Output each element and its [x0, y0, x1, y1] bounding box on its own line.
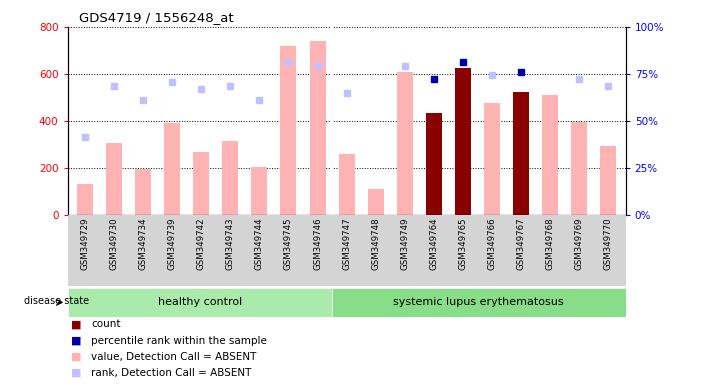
Text: GDS4719 / 1556248_at: GDS4719 / 1556248_at	[79, 12, 234, 25]
Bar	[309, 41, 326, 215]
Text: ■: ■	[71, 319, 82, 329]
Text: GSM349765: GSM349765	[459, 217, 467, 270]
Text: GSM349745: GSM349745	[284, 217, 293, 270]
Text: ■: ■	[71, 352, 82, 362]
Bar	[368, 189, 384, 215]
Text: GSM349767: GSM349767	[516, 217, 525, 270]
Bar	[280, 46, 296, 215]
Text: GSM349770: GSM349770	[604, 217, 613, 270]
Bar	[193, 152, 209, 215]
Bar	[77, 184, 93, 215]
Bar	[223, 141, 238, 215]
Text: rank, Detection Call = ABSENT: rank, Detection Call = ABSENT	[91, 368, 252, 378]
Bar	[135, 169, 151, 215]
Bar	[338, 154, 355, 215]
Text: percentile rank within the sample: percentile rank within the sample	[91, 336, 267, 346]
Text: GSM349768: GSM349768	[545, 217, 555, 270]
Text: GSM349749: GSM349749	[400, 217, 410, 270]
Text: GSM349744: GSM349744	[255, 217, 264, 270]
Text: GSM349739: GSM349739	[168, 217, 177, 270]
Bar	[513, 91, 529, 215]
Text: ■: ■	[71, 368, 82, 378]
Bar	[600, 146, 616, 215]
Bar	[397, 71, 413, 215]
Bar	[542, 95, 558, 215]
Text: GSM349730: GSM349730	[109, 217, 119, 270]
Text: GSM349729: GSM349729	[80, 217, 90, 270]
Text: GSM349748: GSM349748	[371, 217, 380, 270]
Text: GSM349766: GSM349766	[488, 217, 496, 270]
Bar	[426, 113, 442, 215]
Text: healthy control: healthy control	[158, 297, 242, 308]
Text: GSM349769: GSM349769	[574, 217, 584, 270]
Text: GSM349734: GSM349734	[139, 217, 148, 270]
Bar	[455, 68, 471, 215]
Bar	[106, 143, 122, 215]
Bar	[332, 288, 626, 317]
Text: systemic lupus erythematosus: systemic lupus erythematosus	[393, 297, 564, 308]
Bar	[68, 288, 332, 317]
Text: value, Detection Call = ABSENT: value, Detection Call = ABSENT	[91, 352, 257, 362]
Text: disease state: disease state	[23, 296, 89, 306]
Text: GSM349747: GSM349747	[342, 217, 351, 270]
Bar	[571, 122, 587, 215]
Text: GSM349764: GSM349764	[429, 217, 438, 270]
Text: GSM349742: GSM349742	[197, 217, 205, 270]
Bar	[164, 123, 180, 215]
Bar	[252, 167, 267, 215]
Bar	[484, 103, 500, 215]
Text: ■: ■	[71, 336, 82, 346]
Text: count: count	[91, 319, 120, 329]
Text: GSM349743: GSM349743	[226, 217, 235, 270]
Text: GSM349746: GSM349746	[313, 217, 322, 270]
